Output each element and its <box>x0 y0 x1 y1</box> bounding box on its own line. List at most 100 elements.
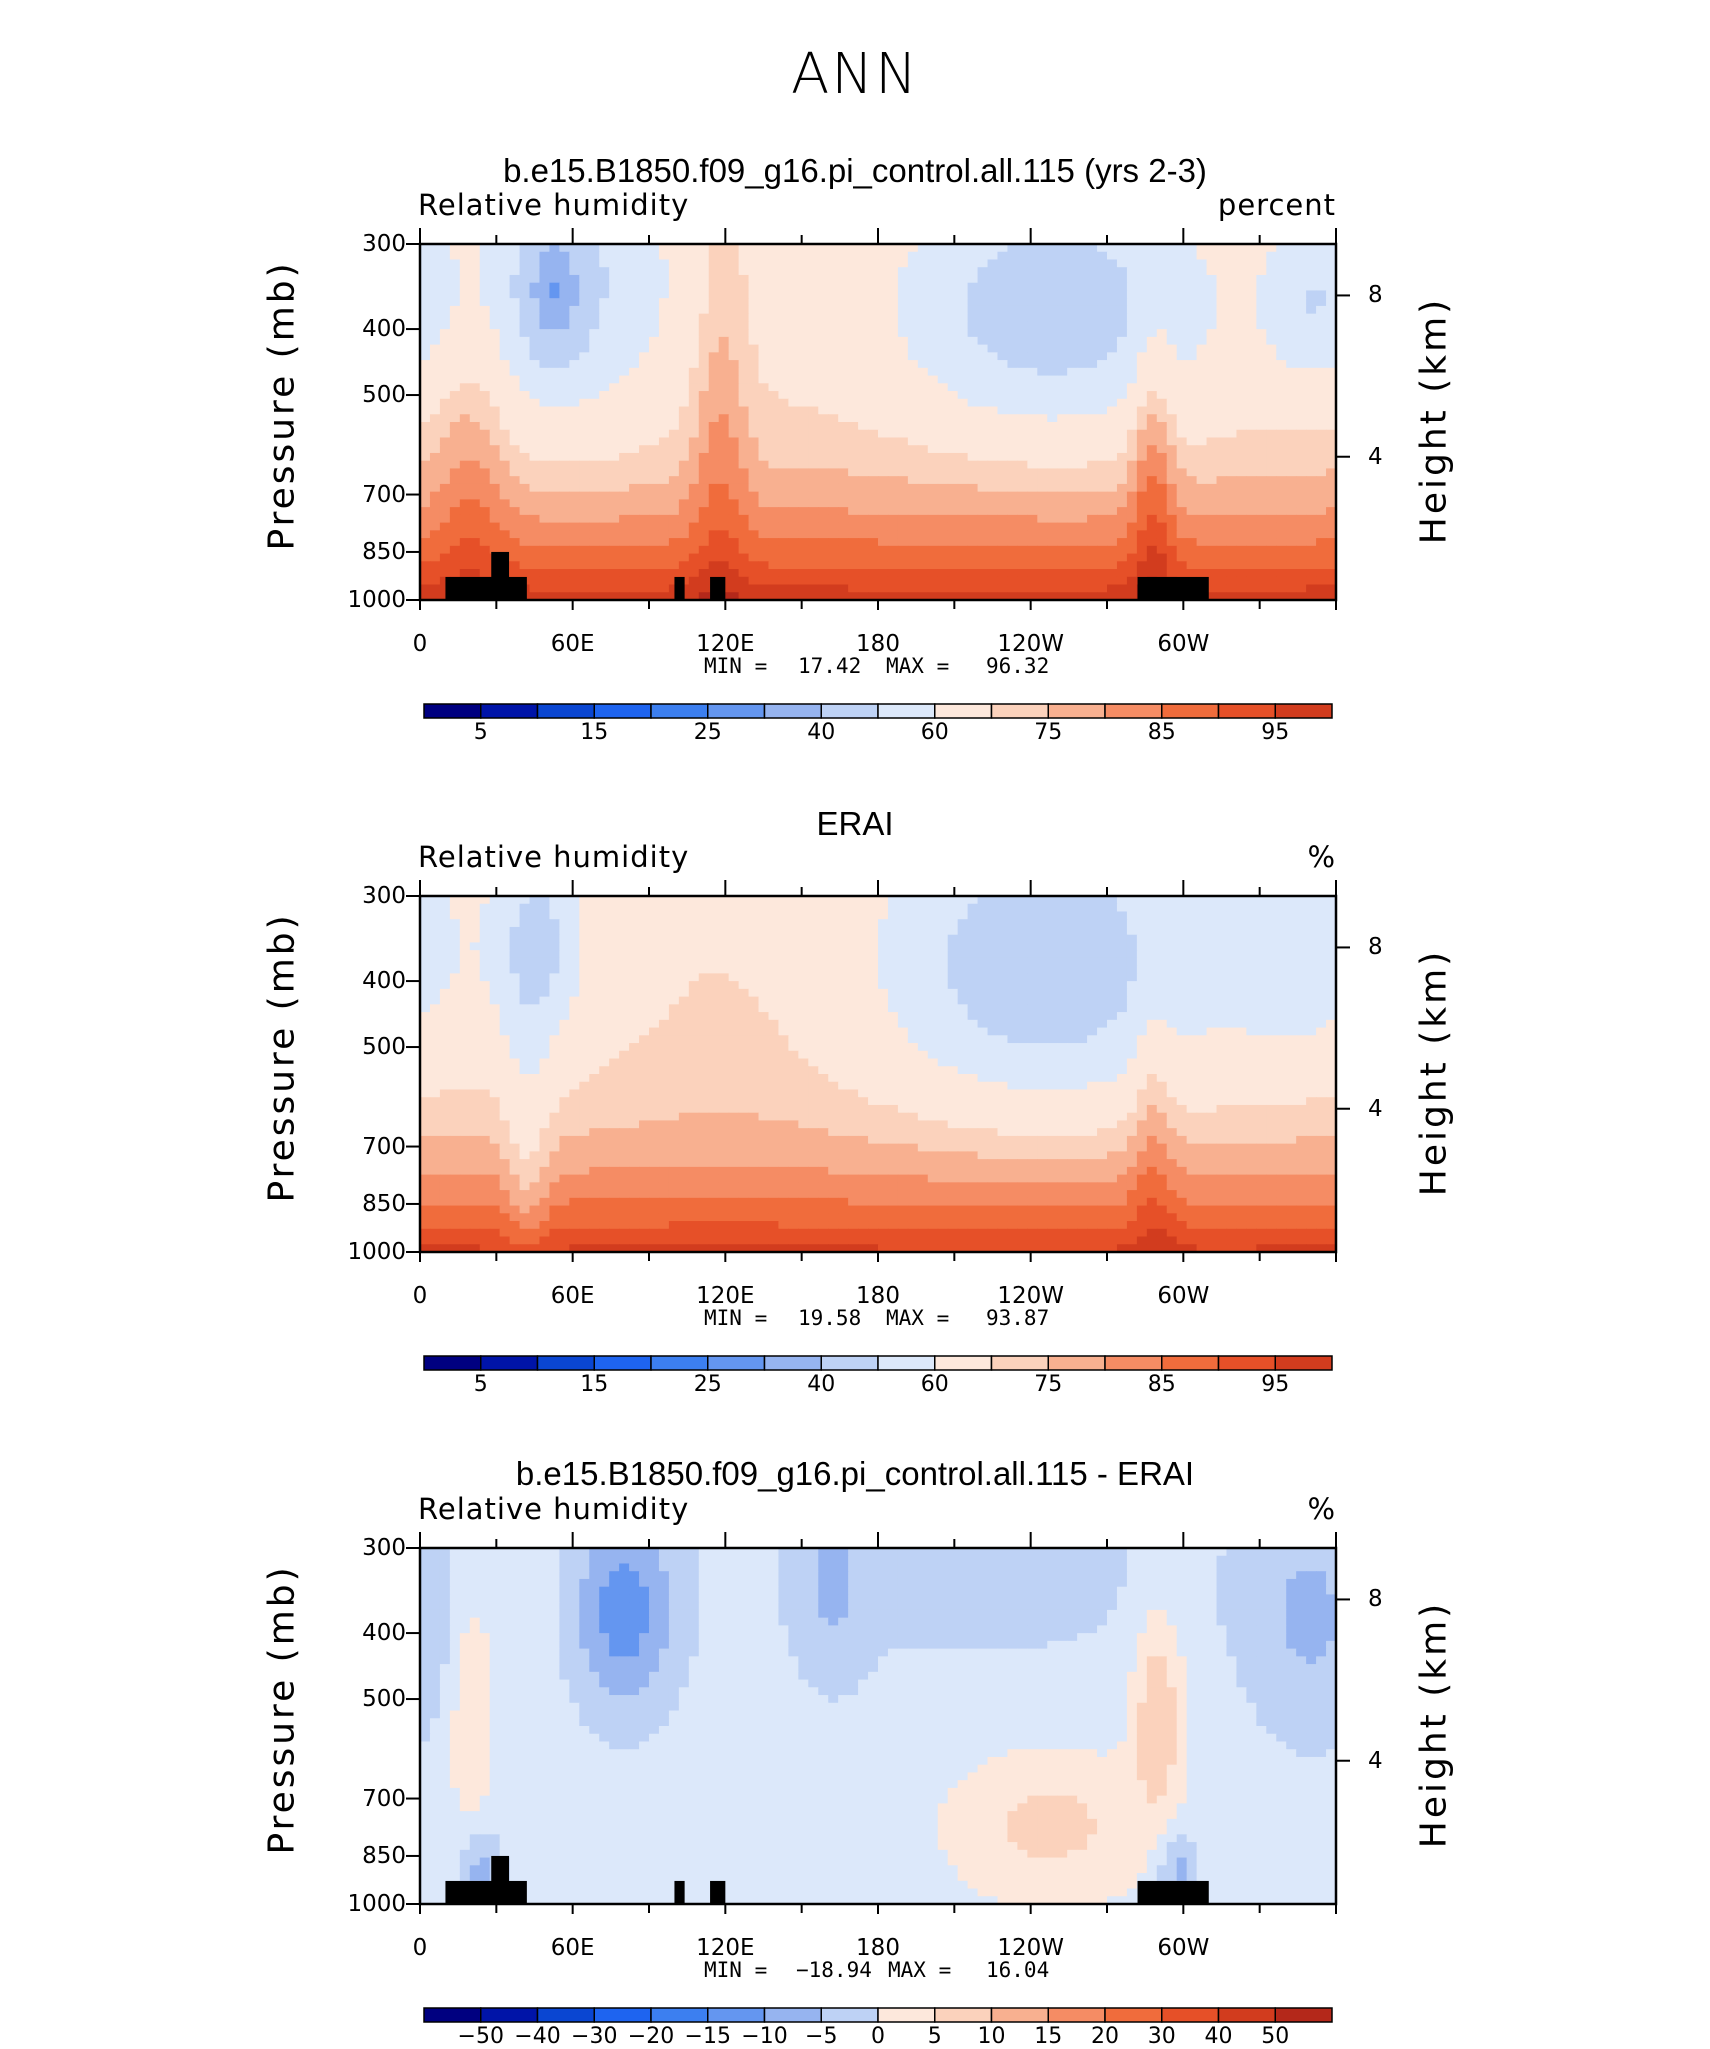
colorbar-label: 40 <box>791 720 851 745</box>
x-tick-label: 0 <box>370 632 470 656</box>
contour-plot <box>400 1528 1356 1914</box>
y-tick-label: 850 <box>316 1844 406 1868</box>
x-tick-label: 0 <box>370 1284 470 1308</box>
colorbar-label: 40 <box>791 1372 851 1397</box>
colorbar-box <box>1105 1356 1162 1370</box>
colorbar-box <box>821 1356 878 1370</box>
colorbar-box <box>481 704 538 718</box>
colorbar-label: 95 <box>1245 1372 1305 1397</box>
colorbar-label: 60 <box>905 1372 965 1397</box>
max-label: MAX = <box>886 654 949 678</box>
colorbar-box <box>1162 704 1219 718</box>
x-tick-label: 120W <box>981 1284 1081 1308</box>
height-tick-label: 8 <box>1368 1587 1383 1611</box>
colorbar-label: −5 <box>791 2024 851 2049</box>
units-label: % <box>1136 840 1336 874</box>
contour-plot <box>400 876 1356 1262</box>
colorbar-box <box>1048 2008 1105 2022</box>
colorbar-box <box>765 704 822 718</box>
land-mask-block <box>710 1881 725 1904</box>
colorbar-label: −50 <box>451 2024 511 2049</box>
colorbar-box <box>1275 1356 1332 1370</box>
units-label: % <box>1136 1492 1336 1526</box>
y-tick-label: 700 <box>316 1787 406 1811</box>
min-label: MIN = <box>704 654 767 678</box>
x-tick-label: 60W <box>1133 1936 1233 1960</box>
colorbar-box <box>878 704 935 718</box>
y-tick-label: 1000 <box>316 1892 406 1916</box>
colorbar-box <box>708 1356 765 1370</box>
variable-label: Relative humidity <box>418 840 689 874</box>
y-tick-label: 400 <box>316 317 406 341</box>
colorbar-box <box>935 1356 992 1370</box>
colorbar-box <box>1162 1356 1219 1370</box>
colorbar-box <box>651 2008 708 2022</box>
colorbar-label: 85 <box>1132 720 1192 745</box>
y-tick-label: 300 <box>316 1536 406 1560</box>
colorbar-label: 15 <box>564 1372 624 1397</box>
y-tick-label: 500 <box>316 1035 406 1059</box>
y-axis-title-right: Height (km) <box>1414 291 1455 551</box>
colorbar-label: 60 <box>905 720 965 745</box>
height-tick-label: 4 <box>1368 1097 1383 1121</box>
colorbar-box <box>424 704 481 718</box>
colorbar-box <box>992 1356 1049 1370</box>
x-tick-label: 0 <box>370 1936 470 1960</box>
colorbar-label: 40 <box>1189 2024 1249 2049</box>
x-tick-label: 180 <box>828 1284 928 1308</box>
colorbar-label: 15 <box>564 720 624 745</box>
x-tick-label: 60E <box>523 1284 623 1308</box>
land-mask-block <box>496 1881 527 1904</box>
y-tick-label: 400 <box>316 969 406 993</box>
colorbar-box <box>1105 2008 1162 2022</box>
land-mask-block <box>496 577 527 600</box>
colorbar-box <box>708 704 765 718</box>
y-tick-label: 850 <box>316 1192 406 1216</box>
colorbar-box <box>1048 1356 1105 1370</box>
colorbar <box>422 2006 1334 2026</box>
colorbar-label: 10 <box>962 2024 1022 2049</box>
colorbar-box <box>992 2008 1049 2022</box>
min-value: 17.42 <box>798 654 861 678</box>
colorbar-box <box>821 704 878 718</box>
height-tick-label: 8 <box>1368 935 1383 959</box>
height-tick-label: 8 <box>1368 283 1383 307</box>
x-tick-label: 120W <box>981 632 1081 656</box>
colorbar-label: 0 <box>848 2024 908 2049</box>
colorbar <box>422 702 1334 722</box>
land-mask-block <box>445 1881 496 1904</box>
y-tick-label: 1000 <box>316 588 406 612</box>
colorbar-label: −30 <box>564 2024 624 2049</box>
y-tick-label: 300 <box>316 884 406 908</box>
y-tick-label: 400 <box>316 1621 406 1645</box>
colorbar-box <box>1162 2008 1219 2022</box>
colorbar-box <box>424 1356 481 1370</box>
colorbar-box <box>1275 2008 1332 2022</box>
y-axis-title-right: Height (km) <box>1414 1595 1455 1855</box>
colorbar-box <box>992 704 1049 718</box>
x-tick-label: 60E <box>523 632 623 656</box>
colorbar-label: 50 <box>1245 2024 1305 2049</box>
x-tick-label: 60W <box>1133 632 1233 656</box>
x-tick-label: 180 <box>828 632 928 656</box>
colorbar-box <box>1048 704 1105 718</box>
colorbar-box <box>481 2008 538 2022</box>
x-tick-label: 120E <box>675 1936 775 1960</box>
colorbar-box <box>651 1356 708 1370</box>
colorbar-label: 30 <box>1132 2024 1192 2049</box>
x-tick-label: 120W <box>981 1936 1081 1960</box>
colorbar-box <box>1105 704 1162 718</box>
max-value: 96.32 <box>986 654 1049 678</box>
y-tick-label: 700 <box>316 1135 406 1159</box>
colorbar-box <box>538 1356 595 1370</box>
colorbar-label: 15 <box>1018 2024 1078 2049</box>
land-mask-block <box>1138 577 1209 600</box>
colorbar-label: 5 <box>451 1372 511 1397</box>
contour-plot <box>400 224 1356 610</box>
colorbar-label: 5 <box>451 720 511 745</box>
colorbar-label: 75 <box>1018 720 1078 745</box>
colorbar-box <box>878 2008 935 2022</box>
x-tick-label: 60E <box>523 1936 623 1960</box>
colorbar-box <box>1219 1356 1276 1370</box>
